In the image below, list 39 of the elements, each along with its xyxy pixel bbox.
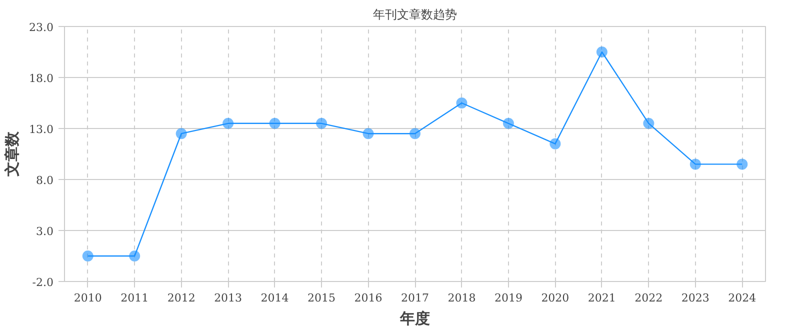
point (596, 46, 608, 58)
x-tick-label: 2018 (448, 292, 476, 304)
x-tick-label: 2020 (541, 292, 570, 304)
point (316, 118, 328, 129)
x-tick-label: 2023 (681, 292, 710, 304)
x-tick-label: 2017 (401, 292, 430, 304)
y-tick-label: 18.0 (29, 72, 54, 85)
y-axis-title: 文章数 (3, 130, 22, 178)
x-tick-label: 2022 (634, 292, 663, 304)
point (82, 250, 94, 262)
point (736, 158, 748, 170)
point (176, 128, 187, 140)
x-axis-title: 年度 (399, 310, 430, 328)
chart-title: 年刊文章数趋势 (373, 8, 457, 22)
point (129, 250, 140, 262)
point (269, 118, 280, 129)
x-tick-label: 2019 (494, 292, 522, 304)
point (456, 98, 468, 108)
point (690, 158, 701, 170)
x-tick-label: 2024 (728, 292, 756, 304)
point (643, 118, 654, 129)
x-tick-label: 2011 (120, 292, 149, 304)
x-tick-label: 2016 (354, 292, 382, 304)
y-tick-label: -2.0 (32, 276, 54, 289)
x-tick-label: 2021 (588, 292, 616, 304)
y-tick-label: 8.0 (36, 174, 54, 187)
y-tick-label: 3.0 (36, 225, 54, 238)
point (550, 138, 561, 150)
x-tick-label: 2013 (214, 292, 242, 304)
x-tick-label: 2015 (308, 292, 336, 304)
x-tick-label: 2010 (74, 292, 102, 304)
y-tick-label: 23.0 (29, 21, 54, 34)
point (222, 118, 234, 129)
x-tick-label: 2012 (167, 292, 196, 304)
y-tick-label: 13.0 (29, 123, 54, 136)
x-tick-label: 2014 (260, 292, 289, 304)
point (362, 128, 374, 140)
point (502, 118, 514, 129)
point (410, 128, 420, 140)
